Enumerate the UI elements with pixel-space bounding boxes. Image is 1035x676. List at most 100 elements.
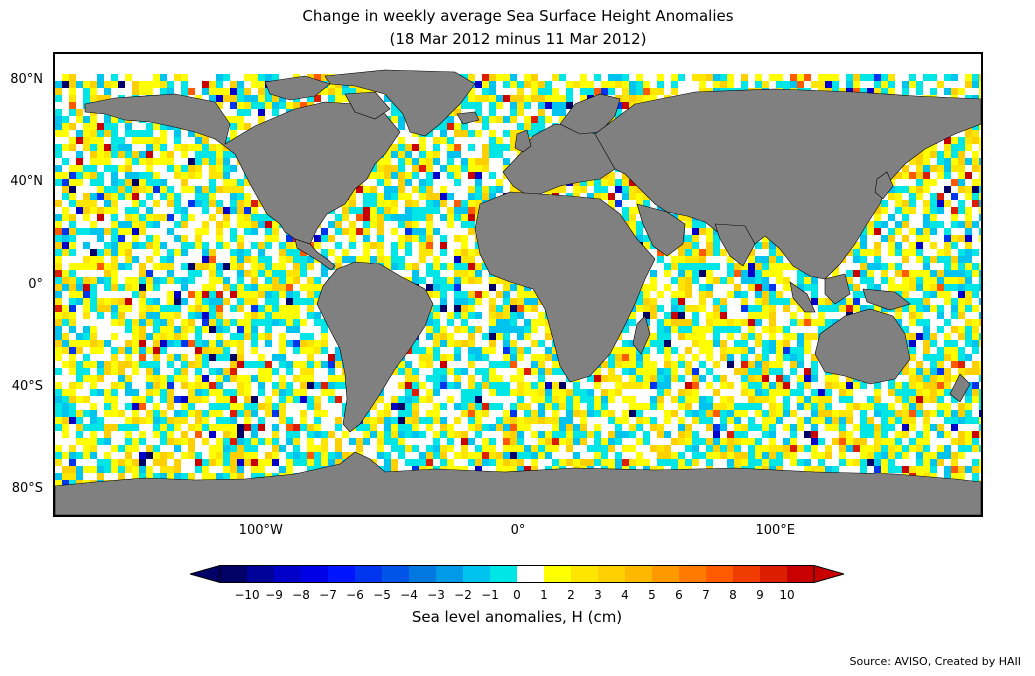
anomaly-cell — [923, 151, 930, 158]
anomaly-cell — [258, 291, 265, 298]
anomaly-cell — [769, 431, 776, 438]
anomaly-cell — [902, 165, 909, 172]
anomaly-cell — [811, 431, 818, 438]
anomaly-cell — [230, 333, 237, 340]
anomaly-cell — [664, 368, 671, 375]
anomaly-cell — [979, 74, 981, 81]
anomaly-cell — [265, 340, 272, 347]
anomaly-cell — [629, 102, 636, 109]
anomaly-cell — [937, 284, 944, 291]
anomaly-cell — [664, 326, 671, 333]
anomaly-cell — [209, 305, 216, 312]
anomaly-cell — [251, 102, 258, 109]
anomaly-cell — [510, 403, 517, 410]
anomaly-cell — [741, 298, 748, 305]
anomaly-cell — [307, 403, 314, 410]
anomaly-cell — [482, 438, 489, 445]
anomaly-cell — [482, 88, 489, 95]
anomaly-cell — [461, 438, 468, 445]
anomaly-cell — [944, 319, 951, 326]
anomaly-cell — [944, 172, 951, 179]
anomaly-cell — [762, 81, 769, 88]
anomaly-cell — [895, 417, 902, 424]
anomaly-cell — [118, 116, 125, 123]
anomaly-cell — [643, 368, 650, 375]
anomaly-cell — [664, 382, 671, 389]
anomaly-cell — [965, 417, 972, 424]
anomaly-cell — [244, 291, 251, 298]
anomaly-cell — [748, 319, 755, 326]
anomaly-cell — [769, 256, 776, 263]
anomaly-cell — [440, 424, 447, 431]
anomaly-cell — [167, 403, 174, 410]
anomaly-cell — [671, 277, 678, 284]
anomaly-cell — [300, 102, 307, 109]
anomaly-cell — [433, 431, 440, 438]
anomaly-cell — [720, 375, 727, 382]
anomaly-cell — [475, 291, 482, 298]
anomaly-cell — [860, 263, 867, 270]
anomaly-cell — [531, 340, 538, 347]
anomaly-cell — [790, 361, 797, 368]
anomaly-cell — [468, 424, 475, 431]
anomaly-cell — [475, 179, 482, 186]
anomaly-cell — [965, 319, 972, 326]
anomaly-cell — [202, 207, 209, 214]
anomaly-cell — [195, 368, 202, 375]
anomaly-cell — [90, 410, 97, 417]
anomaly-cell — [55, 165, 62, 172]
anomaly-cell — [692, 396, 699, 403]
anomaly-cell — [601, 396, 608, 403]
anomaly-cell — [125, 179, 132, 186]
anomaly-cell — [153, 382, 160, 389]
anomaly-cell — [958, 361, 965, 368]
anomaly-cell — [622, 361, 629, 368]
anomaly-cell — [699, 403, 706, 410]
anomaly-cell — [181, 172, 188, 179]
anomaly-cell — [125, 277, 132, 284]
anomaly-cell — [622, 354, 629, 361]
anomaly-cell — [251, 74, 258, 81]
anomaly-cell — [104, 228, 111, 235]
anomaly-cell — [482, 116, 489, 123]
anomaly-cell — [762, 312, 769, 319]
anomaly-cell — [958, 438, 965, 445]
anomaly-cell — [923, 319, 930, 326]
anomaly-cell — [489, 319, 496, 326]
anomaly-cell — [279, 340, 286, 347]
anomaly-cell — [797, 389, 804, 396]
anomaly-cell — [713, 298, 720, 305]
anomaly-cell — [160, 340, 167, 347]
anomaly-cell — [923, 263, 930, 270]
anomaly-cell — [748, 326, 755, 333]
anomaly-cell — [69, 95, 76, 102]
anomaly-cell — [902, 207, 909, 214]
anomaly-cell — [566, 396, 573, 403]
anomaly-cell — [846, 298, 853, 305]
anomaly-cell — [139, 431, 146, 438]
anomaly-cell — [202, 375, 209, 382]
anomaly-cell — [566, 431, 573, 438]
anomaly-cell — [62, 186, 69, 193]
anomaly-cell — [209, 200, 216, 207]
anomaly-cell — [706, 263, 713, 270]
anomaly-cell — [181, 298, 188, 305]
anomaly-cell — [958, 291, 965, 298]
anomaly-cell — [923, 207, 930, 214]
anomaly-cell — [720, 340, 727, 347]
anomaly-cell — [902, 417, 909, 424]
anomaly-cell — [664, 354, 671, 361]
anomaly-cell — [902, 326, 909, 333]
anomaly-cell — [797, 361, 804, 368]
anomaly-cell — [972, 221, 979, 228]
anomaly-cell — [678, 298, 685, 305]
anomaly-cell — [734, 403, 741, 410]
anomaly-cell — [293, 326, 300, 333]
anomaly-cell — [720, 74, 727, 81]
anomaly-cell — [832, 74, 839, 81]
anomaly-cell — [111, 130, 118, 137]
anomaly-cell — [223, 368, 230, 375]
anomaly-cell — [734, 368, 741, 375]
anomaly-cell — [76, 116, 83, 123]
anomaly-cell — [580, 88, 587, 95]
